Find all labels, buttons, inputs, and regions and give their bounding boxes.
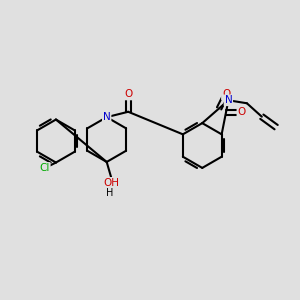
- Text: O: O: [237, 107, 246, 117]
- Text: N: N: [103, 112, 111, 122]
- Text: OH: OH: [103, 178, 119, 188]
- Text: Cl: Cl: [39, 163, 50, 173]
- Text: H: H: [106, 188, 113, 198]
- Text: O: O: [124, 89, 132, 100]
- Text: N: N: [224, 95, 232, 105]
- Text: O: O: [222, 89, 230, 100]
